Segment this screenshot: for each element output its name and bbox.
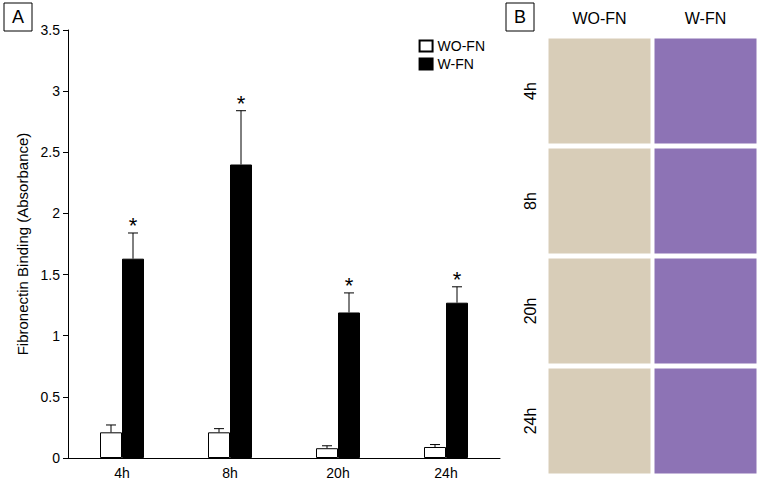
svg-text:8h: 8h (222, 465, 238, 481)
svg-text:W-FN: W-FN (438, 56, 474, 72)
svg-text:1: 1 (52, 328, 60, 344)
svg-text:20h: 20h (522, 298, 539, 325)
svg-text:3: 3 (52, 83, 60, 99)
svg-text:8h: 8h (522, 192, 539, 210)
svg-text:*: * (453, 267, 462, 292)
svg-text:*: * (129, 213, 138, 238)
svg-text:1.5: 1.5 (41, 267, 61, 283)
svg-text:*: * (237, 91, 246, 116)
svg-text:W-FN: W-FN (685, 10, 726, 27)
svg-text:WO-FN: WO-FN (572, 10, 626, 27)
svg-text:0: 0 (52, 450, 60, 466)
svg-text:20h: 20h (326, 465, 349, 481)
svg-text:24h: 24h (522, 408, 539, 435)
svg-text:*: * (345, 273, 354, 298)
svg-text:A: A (12, 7, 24, 27)
svg-text:2: 2 (52, 205, 60, 221)
svg-text:4h: 4h (114, 465, 130, 481)
svg-text:3.5: 3.5 (41, 22, 61, 38)
svg-text:4h: 4h (522, 82, 539, 100)
svg-text:24h: 24h (434, 465, 457, 481)
svg-text:WO-FN: WO-FN (438, 38, 485, 54)
svg-text:2.5: 2.5 (41, 144, 61, 160)
svg-text:0.5: 0.5 (41, 389, 61, 405)
svg-text:B: B (514, 7, 526, 27)
svg-text:Fibronectin Binding (Absorbanc: Fibronectin Binding (Absorbance) (14, 133, 31, 356)
